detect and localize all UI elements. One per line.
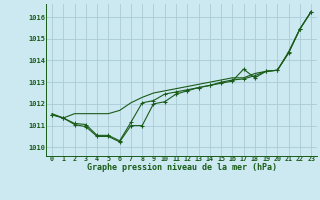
X-axis label: Graphe pression niveau de la mer (hPa): Graphe pression niveau de la mer (hPa) [87, 163, 276, 172]
